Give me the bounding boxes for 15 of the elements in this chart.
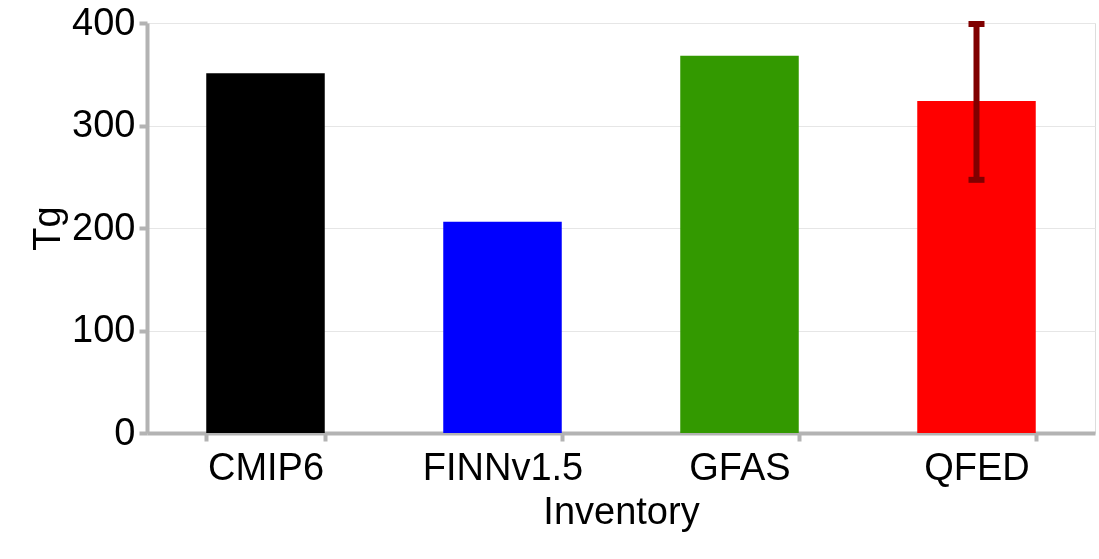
bar [443, 221, 562, 433]
y-axis-title: Tg [26, 206, 69, 251]
x-tick-label: FINNv1.5 [422, 445, 584, 488]
bar [206, 73, 325, 433]
x-axis-title: Inventory [543, 489, 700, 532]
bar [680, 55, 799, 433]
x-tick-label: QFED [924, 445, 1030, 488]
x-tick-label: CMIP6 [207, 445, 325, 488]
bar [917, 100, 1036, 433]
y-tick-label: 0 [114, 410, 136, 453]
y-tick-label: 200 [72, 205, 136, 248]
y-tick-label: 400 [72, 0, 136, 43]
y-tick-label: 100 [72, 308, 136, 350]
x-tick-label: GFAS [689, 445, 791, 488]
y-tick-label: 300 [72, 103, 136, 145]
